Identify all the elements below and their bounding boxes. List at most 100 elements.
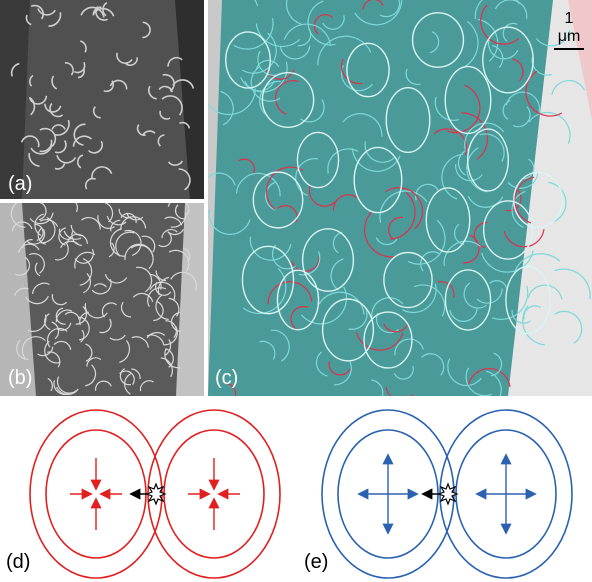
highlight-circle [346, 42, 390, 98]
fiber-arc [64, 311, 80, 320]
fiber-arc [94, 380, 112, 391]
highlight-circle [261, 71, 315, 129]
fiber-arc [126, 212, 144, 221]
fiber-arc [174, 204, 186, 220]
fiber-arc [155, 281, 172, 296]
fiber-arc [300, 286, 348, 325]
fiber-arc [160, 357, 173, 378]
fiber-arc [92, 106, 101, 119]
fiber-arc [131, 336, 150, 348]
highlight-circle [482, 200, 534, 260]
label-d: (d) [6, 551, 31, 573]
fiber-arc [120, 212, 137, 224]
fiber-arc [379, 190, 428, 223]
fiber-arc [330, 258, 344, 291]
fiber-arc [170, 212, 187, 228]
fiber-arc [109, 79, 128, 90]
fiber-arc [494, 0, 528, 19]
highlight-circle [276, 269, 320, 331]
fiber-arc [44, 103, 62, 113]
fiber-arc [465, 367, 492, 396]
label-c: (c) [215, 367, 239, 389]
fiber-arc [371, 379, 384, 396]
fiber-arc [185, 203, 190, 217]
fiber-arc [407, 219, 446, 265]
fiber-arc [54, 241, 69, 261]
fiber-arc [18, 243, 40, 253]
fiber-arc [168, 297, 180, 317]
fiber-arc [250, 66, 281, 102]
fiber-arc [91, 278, 112, 295]
fiber-arc [420, 251, 440, 272]
fiber-arc [34, 262, 41, 277]
fiber-arc [464, 122, 505, 150]
fiber-arc [56, 376, 77, 394]
fiber-arc [72, 135, 93, 147]
fiber-arc [161, 228, 178, 239]
fiber-arc [136, 266, 153, 293]
fiber-arc [414, 284, 446, 317]
fiber-arc [106, 215, 127, 226]
fiber-arc [164, 325, 178, 346]
fiber-arc [57, 322, 72, 331]
fiber-arc [362, 0, 384, 10]
fiber-arc [25, 295, 49, 305]
fiber-arc [81, 216, 101, 230]
fiber-arc [393, 365, 414, 380]
fiber-arc [512, 58, 524, 82]
fiber-arc [535, 29, 571, 47]
fiber-arc [37, 8, 56, 16]
highlight-circle [411, 12, 465, 68]
fiber-arc [340, 58, 363, 85]
fiber-arc [332, 194, 361, 211]
fiber-arc [255, 59, 280, 71]
contact-point-e [421, 482, 459, 506]
fiber-arc [249, 236, 292, 261]
fiber-arc [99, 318, 112, 334]
fiber-arc [429, 31, 440, 54]
label-e: (e) [304, 551, 329, 573]
fiber-arc [31, 282, 50, 295]
highlight-circle [505, 265, 551, 335]
fiber-arc [165, 320, 177, 338]
fiber-arc [155, 270, 167, 282]
fiber-arc [15, 256, 31, 276]
highlight-circle [383, 251, 433, 309]
fiber-arc [421, 353, 445, 376]
fiber-arc [16, 339, 29, 360]
fiber-arc [168, 249, 190, 272]
fiber-arc [54, 140, 67, 154]
fiber-arc [73, 123, 86, 146]
fiber-arc [481, 250, 534, 273]
fiber-arc [505, 190, 522, 212]
fiber-arc [136, 124, 146, 136]
fiber-arc [103, 80, 115, 93]
fiber-arc [474, 0, 520, 20]
fiber-arc [179, 121, 191, 129]
fiber-arc [88, 140, 103, 154]
fiber-arc [51, 294, 68, 306]
fiber-arc [165, 348, 174, 368]
highlight-circle [301, 228, 355, 292]
highlight-circle [225, 31, 271, 89]
fiber-arc [104, 203, 114, 223]
inward-arrows-left [70, 458, 122, 530]
fiber-arc [348, 305, 368, 330]
highlight-circle [482, 26, 534, 94]
fiber-arc [492, 45, 504, 69]
scale-bar-label: 1 μm [557, 10, 581, 45]
fiber-arc [131, 368, 141, 380]
fiber-arc [85, 343, 93, 362]
fiber-arc [307, 0, 336, 46]
fiber-arc [317, 35, 372, 66]
fiber-arc [220, 90, 234, 126]
fiber-arc [30, 4, 44, 20]
fiber-arc [49, 103, 64, 118]
fiber-arc [55, 309, 73, 323]
fiber-arc [315, 351, 328, 377]
fiber-arc [21, 336, 46, 359]
fiber-arc [58, 227, 67, 246]
fiber-arc [115, 231, 135, 257]
fiber-arc [503, 229, 545, 248]
fiber-arc [74, 248, 94, 264]
